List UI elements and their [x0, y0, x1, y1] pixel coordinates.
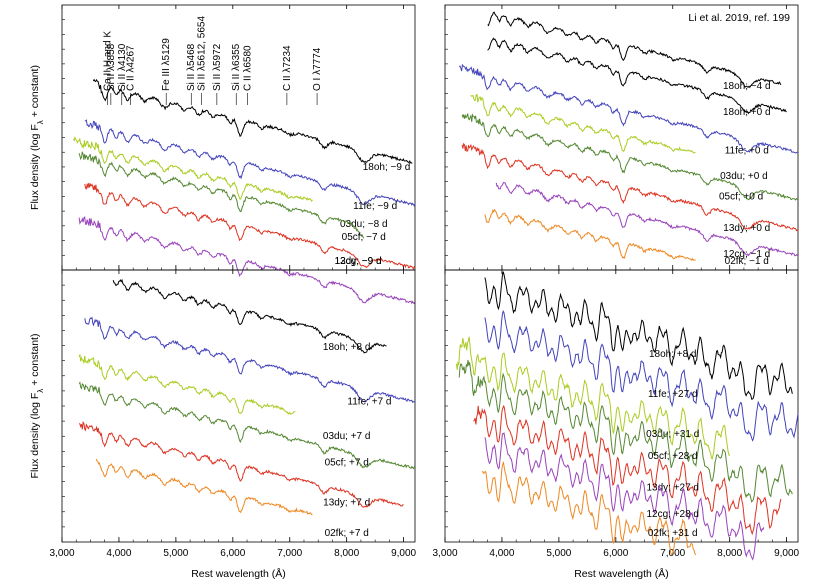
- series-label: 05cf; −7 d: [342, 232, 386, 243]
- series-label: 11fe; +27 d: [648, 389, 698, 400]
- x-tick-label: 4,000: [106, 548, 131, 559]
- line-id-annotation: Fe III λ5129: [161, 38, 172, 91]
- x-axis-label: Rest wavelength (Å): [574, 567, 669, 580]
- series-label: 02fk; −1 d: [725, 256, 769, 267]
- line-id-annotation: Ca II H and K: [103, 31, 114, 91]
- spectrum-03du: [78, 354, 296, 415]
- line-id-annotation: O I λ7774: [312, 47, 323, 91]
- series-label: 12cg; −1 d: [723, 249, 770, 260]
- spectrum-18oh: [487, 37, 787, 115]
- series-label: 03du; +7 d: [323, 431, 371, 442]
- line-id-annotation: C II λ6580: [243, 45, 254, 91]
- spectrum-18oh: [112, 278, 387, 354]
- spectrum-18oh: [484, 271, 793, 400]
- series-label: 05cf; +28 d: [648, 451, 698, 462]
- spectrum-18oh: [92, 78, 413, 164]
- x-tick-label: 5,000: [546, 548, 571, 559]
- series-label: 05cf; +7 d: [325, 457, 369, 468]
- line-id-annotation: Si II λ5612, 5654: [196, 16, 207, 91]
- spectrum-12cg: [78, 216, 416, 305]
- spectrum-11fe: [484, 309, 799, 442]
- series-label: 11fe; +0 d: [725, 146, 769, 157]
- spectrum-03du: [470, 93, 696, 154]
- x-tick-label: 4,000: [489, 548, 514, 559]
- x-tick-label: 6,000: [220, 548, 245, 559]
- spectrum-05cf: [458, 360, 793, 503]
- x-tick-label: 3,000: [432, 548, 457, 559]
- line-id-annotation: Si II λ5468: [186, 43, 197, 91]
- series-label: 12cg; +28 d: [646, 509, 699, 520]
- series-label: 11fe; +7 d: [347, 396, 391, 407]
- series-label: 12cg; −9 d: [335, 256, 382, 267]
- spectrum-12cg: [484, 432, 765, 561]
- y-axis-label: Flux density (log Fλ + constant): [29, 65, 45, 210]
- spectrum-02fk: [484, 208, 696, 261]
- spectrum-13dy: [473, 404, 782, 536]
- panel-top-right: Li et al. 2019, ref. 199 18oh; −4 d 18oh; …: [444, 4, 799, 271]
- panel-top-left: 18oh; −9 d 11fe; −9 d 03du; −8 d 05cf; −7 d…: [61, 4, 416, 305]
- spectrum-05cf: [78, 381, 416, 470]
- x-tick-label: 8,000: [717, 548, 742, 559]
- series-label: 13dy; +7 d: [323, 497, 370, 508]
- series-label: 13dy; +0 d: [723, 223, 770, 234]
- series-label: 18oh; +0 d: [723, 107, 771, 118]
- line-id-annotation: C II λ7234: [282, 45, 293, 91]
- x-tick-label: 8,000: [334, 548, 359, 559]
- spectrum-11fe: [84, 316, 416, 403]
- spectrum-02fk: [481, 460, 696, 556]
- spectrum-05cf: [461, 113, 799, 201]
- spectrum-05cf: [78, 151, 365, 239]
- series-label: 13dy; +27 d: [646, 482, 699, 493]
- series-label: 03du; −8 d: [340, 219, 388, 230]
- line-id-annotation: C II λ4267: [125, 45, 136, 91]
- reference-label: Li et al. 2019, ref. 199: [688, 12, 790, 24]
- series-label: 18oh; +8 d: [649, 349, 697, 360]
- spectrum-11fe: [458, 63, 799, 154]
- spectrum-13dy: [84, 182, 416, 270]
- series-label: 13dy; −9 d: [335, 256, 382, 267]
- x-tick-label: 9,000: [391, 548, 416, 559]
- x-tick-label: 7,000: [277, 548, 302, 559]
- panel-bottom-right: 3,000 4,000 5,000 6,000 7,000 8,000 9,000 Rest …: [432, 269, 800, 580]
- spectrum-12cg: [495, 182, 799, 257]
- panel-frame: [444, 269, 799, 543]
- spectrum-03du: [455, 336, 731, 461]
- x-tick-label: 6,000: [603, 548, 628, 559]
- y-axis-label: Flux density (log Fλ + constant): [29, 334, 45, 479]
- series-label: 03du; +31 d: [646, 429, 699, 440]
- line-id-annotation: Si II λ6355: [231, 43, 242, 91]
- series-label: 18oh; −9 d: [363, 162, 411, 173]
- series-label: 18oh; +8 d: [323, 342, 371, 353]
- series-label: 02fk; +31 d: [648, 528, 698, 539]
- x-tick-label: 5,000: [163, 548, 188, 559]
- series-label: 03du; +0 d: [720, 171, 768, 182]
- series-label: 05cf; +0 d: [719, 192, 763, 203]
- series-label: 11fe; −9 d: [353, 201, 397, 212]
- spectrum-11fe: [84, 119, 416, 207]
- x-tick-label: 3,000: [49, 548, 74, 559]
- line-id-annotation: Si II λ3858: [106, 43, 117, 91]
- x-tick-label: 7,000: [660, 548, 685, 559]
- line-id-annotation: Si II λ4130: [117, 43, 128, 91]
- series-label: 18oh; −4 d: [723, 81, 771, 92]
- spectrum-13dy: [461, 142, 799, 232]
- spectrum-18oh: [487, 11, 782, 89]
- series-label: 02fk; +7 d: [325, 528, 369, 539]
- spectrum-02fk: [95, 458, 313, 516]
- x-tick-label: 9,000: [774, 548, 799, 559]
- spectrum-13dy: [78, 420, 404, 508]
- line-id-annotation: Si II λ5972: [212, 43, 223, 91]
- spectrum-03du: [72, 136, 313, 202]
- panel-bottom-left: 3,000 4,000 5,000 6,000 7,000 8,000 9,000 Rest …: [49, 269, 417, 580]
- x-axis-label: Rest wavelength (Å): [191, 567, 286, 580]
